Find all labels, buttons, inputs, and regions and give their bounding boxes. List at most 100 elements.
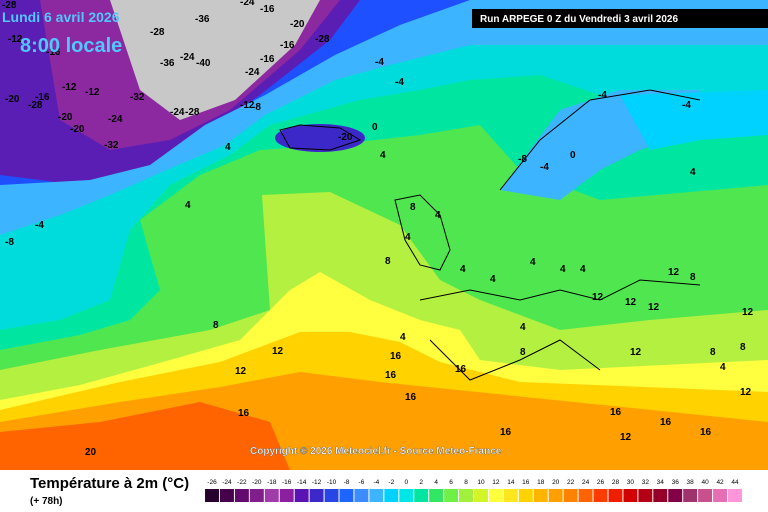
contour-label: 4 bbox=[720, 362, 726, 373]
contour-label: 8 bbox=[740, 342, 746, 353]
contour-label: 4 bbox=[225, 142, 231, 153]
colorbar-label: 24 bbox=[582, 479, 590, 486]
colorbar-swatch bbox=[548, 489, 563, 502]
colorbar-swatch bbox=[593, 489, 608, 502]
run-info: Run ARPEGE 0 Z du Vendredi 3 avril 2026 bbox=[480, 14, 678, 25]
contour-label: -4 bbox=[540, 162, 549, 173]
colorbar-swatch bbox=[399, 489, 414, 502]
contour-label: 16 bbox=[238, 408, 250, 419]
contour-label: -16 bbox=[46, 47, 61, 58]
contour-label: -16 bbox=[280, 40, 295, 51]
contour-label: -20 bbox=[338, 132, 353, 143]
contour-label: 8 bbox=[410, 202, 416, 213]
contour-label: -20 bbox=[290, 19, 305, 30]
contour-label: 4 bbox=[530, 257, 536, 268]
colorbar-label: 16 bbox=[522, 479, 530, 486]
contour-label: -24 bbox=[170, 107, 185, 118]
contour-label: 16 bbox=[455, 364, 467, 375]
colorbar-swatch bbox=[578, 489, 593, 502]
contour-label: 16 bbox=[700, 427, 712, 438]
contour-label: 0 bbox=[570, 150, 576, 161]
contour-label: 4 bbox=[690, 167, 696, 178]
contour-label: -24 bbox=[108, 114, 123, 125]
contour-label: 12 bbox=[648, 302, 660, 313]
colorbar-swatch bbox=[563, 489, 578, 502]
colorbar-label: 42 bbox=[716, 479, 724, 486]
contour-label: -4 bbox=[395, 77, 404, 88]
colorbar-swatch bbox=[459, 489, 473, 502]
contour-label: -12 bbox=[8, 34, 23, 45]
colorbar-label: -20 bbox=[252, 479, 262, 486]
colorbar-label: 6 bbox=[449, 479, 453, 486]
contour-label: 4 bbox=[185, 200, 191, 211]
contour-label: -28 bbox=[2, 0, 17, 11]
contour-label: -28 bbox=[150, 27, 165, 38]
colorbar-swatch bbox=[249, 489, 264, 502]
contour-label: -36 bbox=[195, 14, 210, 25]
colorbar-label: 40 bbox=[701, 479, 709, 486]
contour-label: 16 bbox=[660, 417, 672, 428]
contour-label: -20 bbox=[58, 112, 73, 123]
colorbar-swatch bbox=[354, 489, 369, 502]
colorbar-label: 28 bbox=[612, 479, 620, 486]
contour-label: 4 bbox=[405, 232, 411, 243]
colorbar-swatch bbox=[384, 489, 399, 502]
colorbar-swatch bbox=[728, 489, 742, 502]
colorbar-swatch bbox=[668, 489, 683, 502]
contour-label: 12 bbox=[272, 346, 284, 357]
contour-label: 4 bbox=[435, 210, 441, 221]
contour-label: -24 bbox=[245, 67, 260, 78]
colorbar-swatch bbox=[279, 489, 294, 502]
contour-label: -32 bbox=[130, 92, 145, 103]
contour-label: 12 bbox=[592, 292, 604, 303]
colorbar-label: 14 bbox=[507, 479, 515, 486]
colorbar-label: -12 bbox=[312, 479, 322, 486]
colorbar-label: 20 bbox=[552, 479, 560, 486]
contour-label: 4 bbox=[460, 264, 466, 275]
colorbar-label: 44 bbox=[731, 479, 739, 486]
contour-label: 12 bbox=[625, 297, 637, 308]
colorbar-swatch bbox=[488, 489, 503, 502]
contour-label: 8 bbox=[690, 272, 696, 283]
colorbar-swatch bbox=[474, 489, 488, 502]
contour-label: -12 bbox=[62, 82, 77, 93]
colorbar-swatch bbox=[219, 489, 234, 502]
colorbar-label: 30 bbox=[627, 479, 635, 486]
contour-label: 12 bbox=[235, 366, 247, 377]
colorbar-swatch bbox=[503, 489, 518, 502]
colorbar-swatch bbox=[294, 489, 309, 502]
colorbar-swatch bbox=[234, 489, 249, 502]
legend-subtitle: (+ 78h) bbox=[30, 496, 63, 507]
colorbar-label: -16 bbox=[282, 479, 292, 486]
colorbar-swatch bbox=[683, 489, 698, 502]
colorbar-label: -2 bbox=[388, 479, 394, 486]
colorbar-label: -24 bbox=[222, 479, 232, 486]
contour-label: -20 bbox=[5, 94, 20, 105]
contour-label: -36 bbox=[160, 58, 175, 69]
contour-label: -8 bbox=[252, 102, 261, 113]
colorbar-label: -22 bbox=[237, 479, 247, 486]
contour-label: -20 bbox=[70, 124, 85, 135]
time: 8:00 locale bbox=[20, 35, 122, 57]
contour-label: -28 bbox=[185, 107, 200, 118]
contour-label: -4 bbox=[598, 90, 607, 101]
colorbar-swatch bbox=[533, 489, 548, 502]
run-box bbox=[472, 9, 768, 28]
contour-labels: -28-12-16-20 -16-12-20-28-20-36-28-24-32-… bbox=[2, 0, 754, 458]
contour-label: 4 bbox=[490, 274, 496, 285]
contour-label: 12 bbox=[668, 267, 680, 278]
colorbar-label: -8 bbox=[344, 479, 350, 486]
contour-label: -28 bbox=[28, 100, 43, 111]
colorbar-swatch bbox=[713, 489, 728, 502]
colorbar-label: -26 bbox=[207, 479, 217, 486]
contour-label: -32 bbox=[104, 140, 119, 151]
colorbar-swatch bbox=[518, 489, 533, 502]
contour-label: 16 bbox=[385, 370, 397, 381]
contour-label: 4 bbox=[380, 150, 386, 161]
contour-label: -28 bbox=[315, 34, 330, 45]
contour-label: -16 bbox=[260, 4, 275, 15]
colorbar-swatch bbox=[414, 489, 429, 502]
contour-label: -8 bbox=[5, 237, 14, 248]
contour-label: 16 bbox=[610, 407, 622, 418]
contour-label: 4 bbox=[580, 264, 586, 275]
